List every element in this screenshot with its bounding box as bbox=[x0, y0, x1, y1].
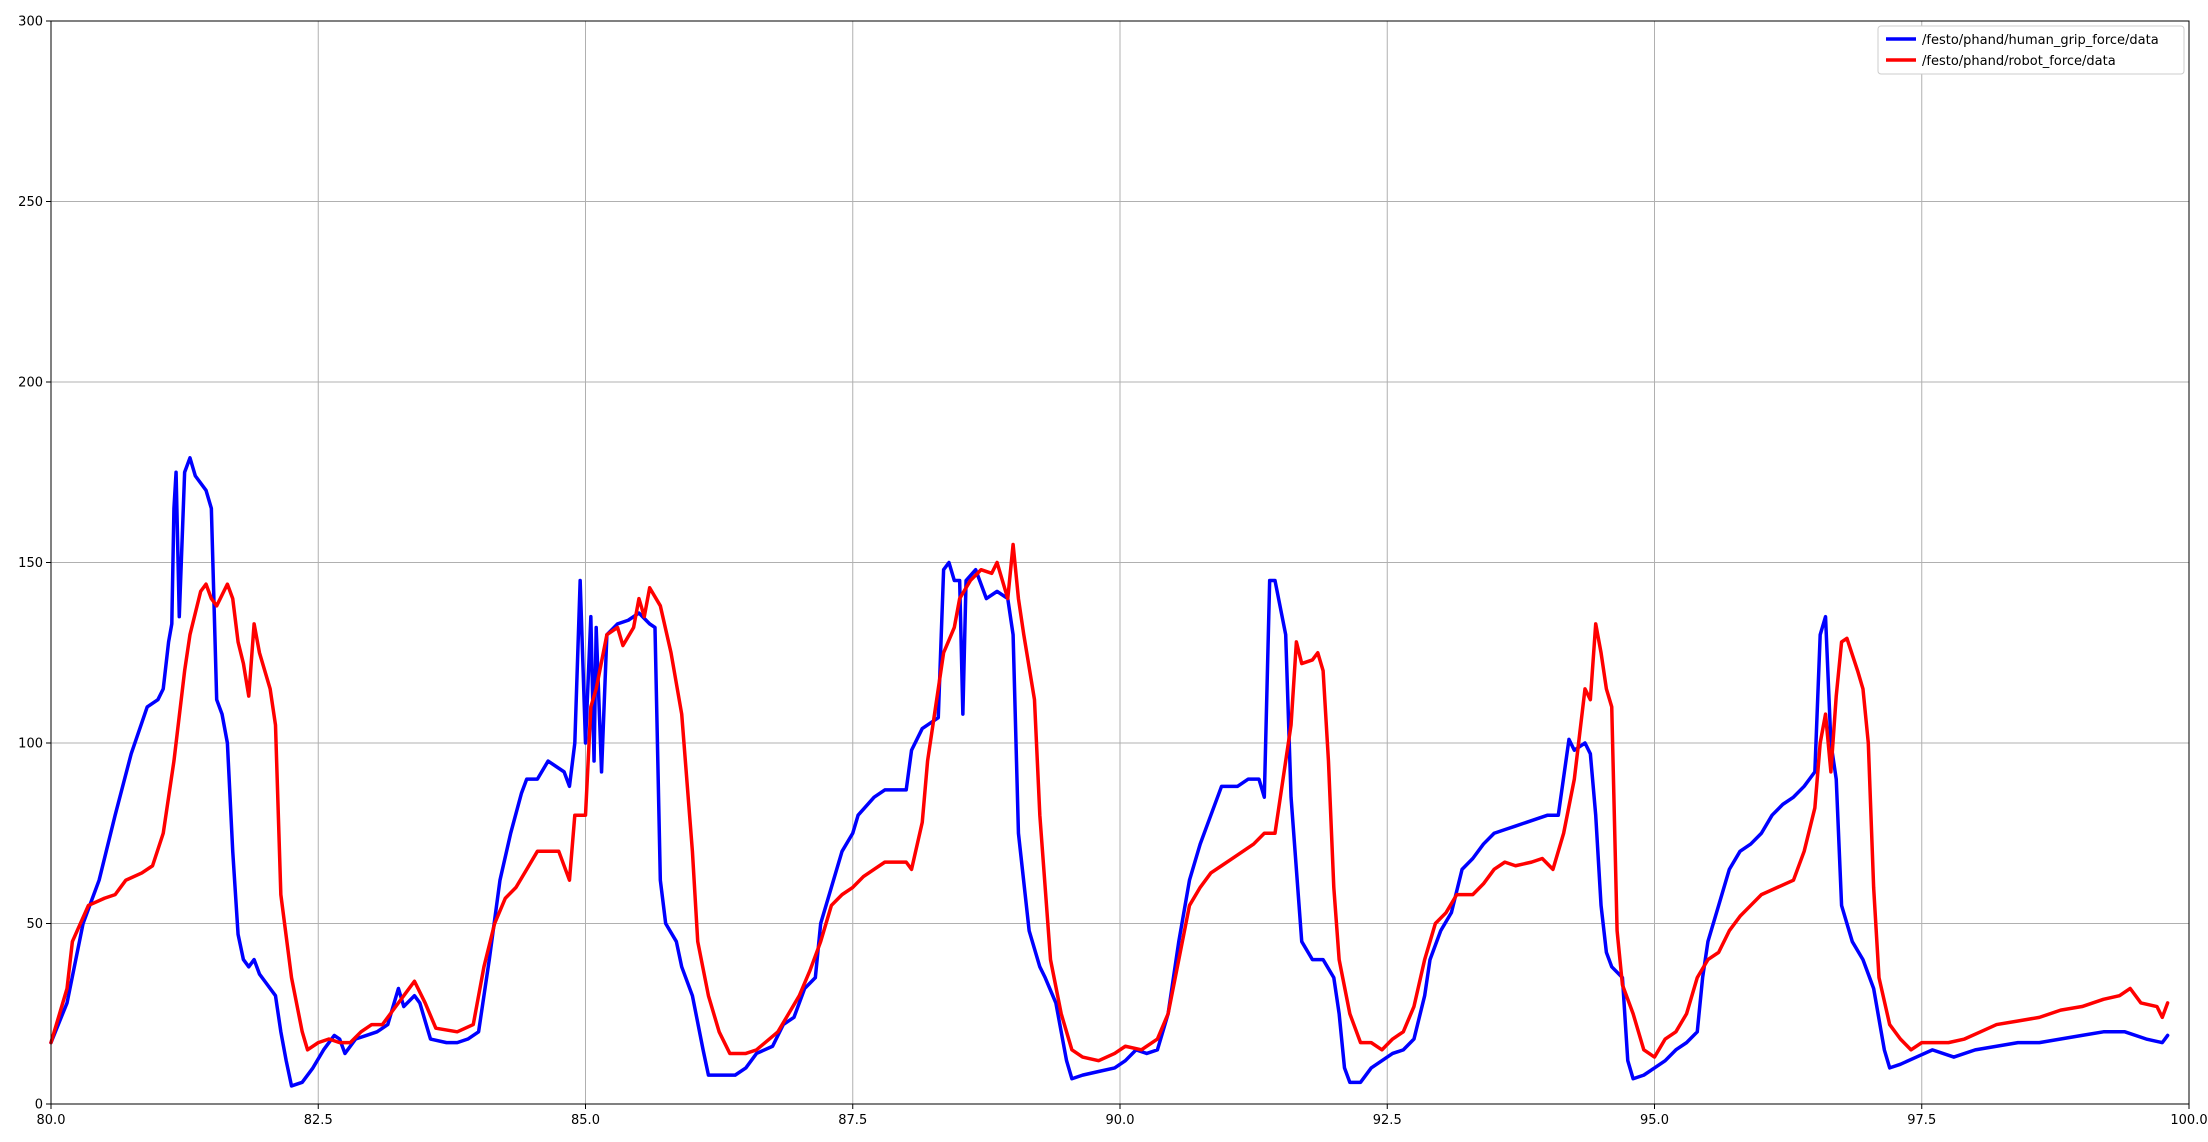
y-axis-ticks: 0 50 100 150 200 250 300 bbox=[18, 15, 51, 1113]
x-tick-label: 92.5 bbox=[1373, 1113, 1402, 1128]
legend-box bbox=[1877, 25, 2185, 75]
x-tick-label: 95.0 bbox=[1640, 1113, 1669, 1128]
y-tick-label: 50 bbox=[26, 917, 43, 932]
x-tick-label: 100.0 bbox=[2170, 1113, 2207, 1128]
legend-label: /festo/phand/robot_force/data bbox=[1922, 54, 2116, 69]
x-tick-label: 80.0 bbox=[37, 1113, 66, 1128]
legend: /festo/phand/human_grip_force/data/festo… bbox=[1877, 25, 2185, 75]
x-tick-label: 82.5 bbox=[304, 1113, 333, 1128]
series-lines bbox=[49, 456, 2170, 1088]
x-tick-label: 85.0 bbox=[571, 1113, 600, 1128]
x-axis-ticks: 80.0 82.5 85.0 87.5 90.0 92.5 95.0 97.5 100.0 bbox=[37, 1104, 2208, 1128]
y-tick-label: 0 bbox=[35, 1098, 43, 1113]
x-tick-label: 90.0 bbox=[1106, 1113, 1135, 1128]
legend-label: /festo/phand/human_grip_force/data bbox=[1922, 33, 2159, 48]
y-tick-label: 100 bbox=[18, 737, 43, 752]
x-tick-label: 87.5 bbox=[838, 1113, 867, 1128]
y-tick-label: 200 bbox=[18, 376, 43, 391]
x-tick-label: 97.5 bbox=[1907, 1113, 1936, 1128]
series-line-2 bbox=[49, 542, 2170, 1063]
legend-entries: /festo/phand/human_grip_force/data/festo… bbox=[1886, 33, 2159, 69]
y-tick-label: 300 bbox=[18, 15, 43, 30]
y-tick-label: 250 bbox=[18, 195, 43, 210]
y-tick-label: 150 bbox=[18, 556, 43, 571]
